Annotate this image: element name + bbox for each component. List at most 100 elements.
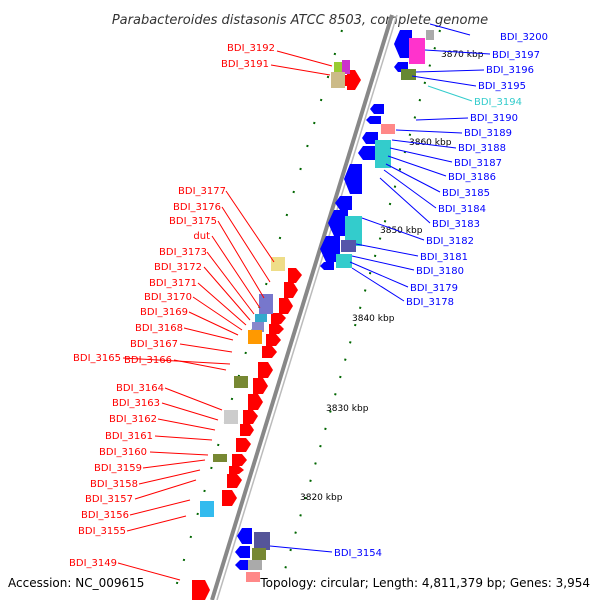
- right-gene-label: BDI_3181: [420, 252, 468, 263]
- feature-block: [426, 30, 434, 40]
- reverse-gene: [320, 262, 334, 270]
- forward-gene: [243, 410, 258, 424]
- right-gene-label: BDI_3182: [426, 236, 474, 247]
- right-gene-label: BDI_3184: [438, 204, 486, 215]
- leader-line: [203, 266, 251, 321]
- reverse-gene: [358, 146, 375, 160]
- feature-block: [252, 548, 266, 560]
- reverse-gene: [235, 560, 250, 570]
- right-gene-label: BDI_3185: [442, 188, 490, 199]
- forward-gene: [192, 580, 210, 600]
- forward-gene: [345, 75, 357, 86]
- leader-line: [383, 169, 437, 209]
- right-gene-label: BDI_3186: [448, 172, 496, 183]
- left-gene-label: BDI_3166: [124, 355, 172, 366]
- right-gene-label: BDI_3179: [410, 283, 458, 294]
- left-gene-label: BDI_3167: [130, 339, 178, 350]
- scale-label: 3860 kbp: [409, 138, 452, 148]
- left-gene-label: BDI_3161: [105, 431, 153, 442]
- forward-gene: [266, 334, 281, 346]
- feature-block: [336, 254, 352, 268]
- feature-block: [248, 560, 262, 570]
- left-gene-label: BDI_3155: [78, 526, 126, 537]
- right-gene-label: BDI_3196: [486, 65, 534, 76]
- feature-block: [345, 216, 362, 246]
- leader-line: [387, 155, 447, 177]
- forward-gene: [258, 362, 273, 378]
- leader-line: [429, 23, 471, 36]
- forward-gene: [229, 466, 244, 474]
- left-gene-label: dut: [193, 231, 210, 242]
- reverse-gene: [235, 546, 250, 558]
- backbone-line: [210, 14, 394, 600]
- forward-gene: [222, 490, 237, 506]
- feature-block: [375, 140, 391, 168]
- leader-line: [276, 50, 333, 67]
- feature-block: [401, 69, 416, 80]
- right-gene-label: BDI_3180: [416, 266, 464, 277]
- forward-gene: [269, 324, 284, 334]
- right-gene-label: BDI_3195: [478, 81, 526, 92]
- leader-line: [424, 49, 491, 55]
- left-gene-label: BDI_3192: [227, 43, 275, 54]
- left-gene-label: BDI_3175: [169, 216, 217, 227]
- feature-block: [381, 124, 395, 134]
- backbone-shadow: [216, 14, 398, 600]
- feature-block: [248, 330, 262, 344]
- leader-line: [411, 75, 477, 87]
- reverse-gene: [344, 164, 362, 194]
- left-gene-label: BDI_3177: [178, 186, 226, 197]
- leader-line: [206, 251, 255, 315]
- feature-block: [331, 72, 345, 88]
- leader-line: [149, 451, 209, 456]
- feature-block: [200, 501, 214, 517]
- left-gene-label: BDI_3156: [81, 510, 129, 521]
- left-gene-label: BDI_3171: [149, 278, 197, 289]
- feature-block: [224, 410, 238, 424]
- right-gene-label: BDI_3154: [334, 548, 382, 559]
- reverse-gene: [394, 30, 412, 58]
- leader-line: [134, 479, 197, 500]
- reverse-gene: [370, 104, 384, 114]
- feature-block: [234, 376, 248, 388]
- leader-line: [173, 359, 227, 371]
- left-gene-label: BDI_3157: [85, 494, 133, 505]
- scale-label: 3840 kbp: [352, 314, 395, 324]
- leader-line: [351, 255, 415, 271]
- leader-line: [361, 217, 425, 241]
- forward-gene: [227, 474, 242, 488]
- summary-text: Topology: circular; Length: 4,811,379 bp…: [259, 576, 590, 590]
- scale-label: 3830 kbp: [326, 404, 369, 414]
- accession-text: Accession: NC_009615: [8, 576, 144, 590]
- leader-line: [122, 357, 231, 365]
- forward-gene: [248, 394, 263, 410]
- leader-line: [142, 459, 206, 469]
- forward-gene: [262, 346, 277, 358]
- leader-line: [351, 267, 405, 302]
- leader-line: [183, 327, 234, 341]
- forward-gene: [240, 424, 254, 436]
- leader-line: [164, 387, 223, 411]
- leader-line: [117, 562, 181, 581]
- reverse-gene: [335, 196, 352, 210]
- leader-line: [415, 69, 485, 73]
- leader-line: [179, 343, 233, 353]
- leader-line: [188, 311, 239, 336]
- leader-line: [197, 282, 247, 326]
- feature-block: [259, 294, 273, 314]
- forward-gene: [271, 313, 286, 324]
- leader-line: [138, 469, 201, 485]
- left-gene-label: BDI_3169: [140, 307, 188, 318]
- forward-gene: [236, 438, 251, 452]
- feature-block: [341, 240, 356, 252]
- feature-block: [246, 572, 260, 582]
- forward-gene: [253, 378, 268, 394]
- right-gene-label: BDI_3197: [492, 50, 540, 61]
- right-gene-label: BDI_3194: [474, 97, 522, 108]
- leader-line: [427, 85, 473, 102]
- map-title: Parabacteroides distasonis ATCC 8503, co…: [112, 13, 488, 28]
- right-gene-label: BDI_3188: [458, 143, 506, 154]
- feature-block: [409, 38, 425, 64]
- leader-line: [161, 402, 219, 421]
- reverse-gene: [362, 132, 378, 144]
